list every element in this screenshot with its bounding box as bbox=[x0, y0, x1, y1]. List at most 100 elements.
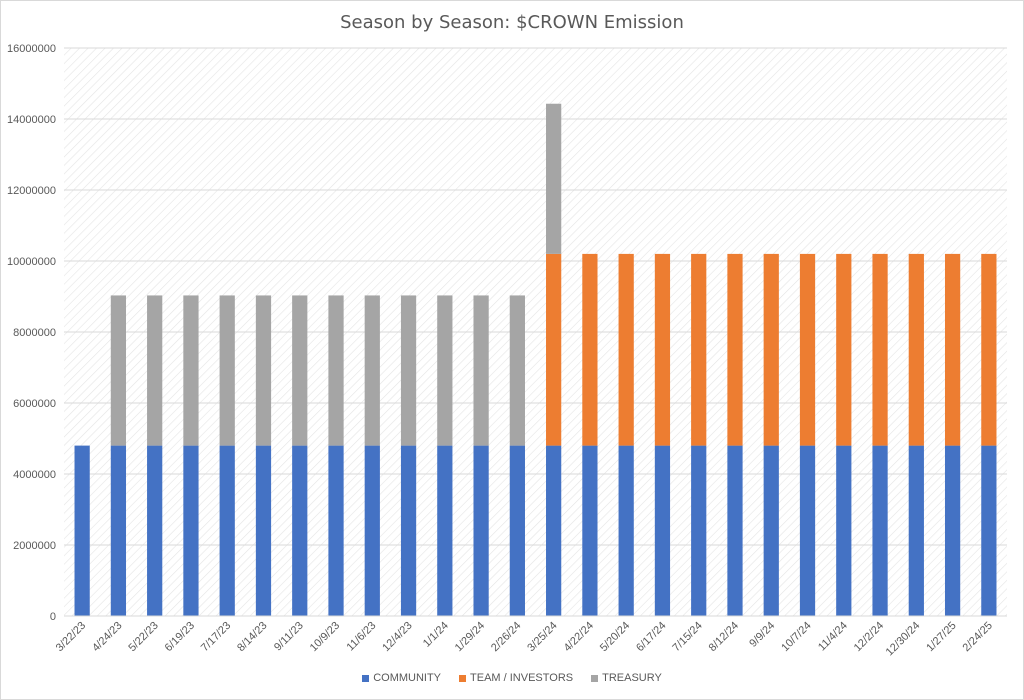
legend-label: COMMUNITY bbox=[373, 672, 442, 684]
bars bbox=[74, 103, 997, 616]
x-tick-label: 7/15/24 bbox=[670, 620, 704, 654]
x-tick-label: 3/25/24 bbox=[525, 620, 559, 654]
x-tick-label: 6/17/24 bbox=[634, 620, 668, 654]
legend-item: TREASURY bbox=[591, 672, 662, 684]
bar-segment-community bbox=[74, 445, 90, 616]
chart-title: Season by Season: $CROWN Emission bbox=[340, 12, 684, 33]
bar-segment-team-investors bbox=[872, 253, 888, 446]
bar-segment-community bbox=[219, 445, 235, 616]
bar-segment-treasury bbox=[546, 103, 562, 254]
x-tick-label: 2/26/24 bbox=[489, 620, 523, 654]
x-tick-label: 4/24/23 bbox=[90, 620, 124, 654]
y-tick-label: 8000000 bbox=[13, 327, 56, 339]
legend-label: TREASURY bbox=[602, 672, 662, 684]
bar-segment-community bbox=[944, 445, 961, 616]
bar-segment-community bbox=[400, 445, 417, 616]
y-tick-label: 0 bbox=[50, 611, 56, 623]
bar-segment-treasury bbox=[364, 295, 380, 446]
x-tick-label: 11/6/23 bbox=[345, 620, 379, 654]
bar-segment-community bbox=[546, 445, 562, 616]
bar-segment-treasury bbox=[183, 295, 199, 446]
bar-segment-team-investors bbox=[799, 253, 816, 446]
y-tick-label: 6000000 bbox=[13, 398, 56, 410]
legend-label: TEAM / INVESTORS bbox=[470, 672, 574, 684]
x-tick-label: 7/17/23 bbox=[199, 620, 233, 654]
bar-segment-community bbox=[582, 445, 598, 616]
bar-segment-community bbox=[110, 445, 127, 616]
bar-segment-community bbox=[836, 445, 852, 616]
bar-segment-community bbox=[618, 445, 634, 616]
x-tick-label: 1/1/24 bbox=[421, 620, 451, 650]
bar-segment-team-investors bbox=[908, 253, 924, 446]
x-tick-label: 9/11/23 bbox=[272, 620, 306, 654]
x-tick-label: 1/29/24 bbox=[453, 620, 487, 654]
x-tick-label: 6/19/23 bbox=[163, 620, 197, 654]
bar-segment-community bbox=[292, 445, 308, 616]
y-tick-label: 12000000 bbox=[7, 185, 56, 197]
x-tick-label: 2/24/25 bbox=[961, 620, 995, 654]
bar-segment-community bbox=[799, 445, 816, 616]
x-tick-label: 4/22/24 bbox=[562, 620, 596, 654]
bar-segment-team-investors bbox=[981, 253, 997, 446]
y-axis: 0 2000000 4000000 6000000 8000000 10000000 120… bbox=[7, 43, 56, 623]
bar-segment-team-investors bbox=[836, 253, 852, 446]
bar-segment-treasury bbox=[110, 295, 127, 446]
legend-swatch bbox=[591, 674, 599, 682]
bar-segment-team-investors bbox=[727, 253, 743, 446]
legend-swatch bbox=[362, 674, 370, 682]
x-tick-label: 8/12/24 bbox=[707, 620, 741, 654]
bar-segment-community bbox=[981, 445, 997, 616]
x-tick-label: 3/22/23 bbox=[54, 620, 88, 654]
legend-item: COMMUNITY bbox=[362, 672, 441, 684]
bar-segment-community bbox=[328, 445, 344, 616]
bar-segment-community bbox=[364, 445, 380, 616]
bar-segment-community bbox=[654, 445, 671, 616]
bar-segment-treasury bbox=[437, 295, 453, 446]
bar-segment-treasury bbox=[400, 295, 417, 446]
bar-segment-treasury bbox=[473, 295, 489, 446]
bar-segment-community bbox=[727, 445, 743, 616]
bar-segment-team-investors bbox=[654, 253, 671, 446]
y-tick-label: 14000000 bbox=[7, 114, 56, 126]
bar-segment-community bbox=[509, 445, 525, 616]
x-tick-label: 9/9/24 bbox=[747, 620, 777, 650]
x-tick-label: 8/14/23 bbox=[235, 620, 269, 654]
bar-segment-community bbox=[872, 445, 888, 616]
bar-segment-community bbox=[255, 445, 272, 616]
bar-segment-community bbox=[691, 445, 707, 616]
legend-swatch bbox=[459, 674, 467, 682]
y-tick-label: 2000000 bbox=[13, 540, 56, 552]
bar-segment-treasury bbox=[219, 295, 235, 446]
legend-item: TEAM / INVESTORS bbox=[459, 672, 573, 684]
bar-segment-treasury bbox=[147, 295, 163, 446]
x-tick-label: 10/7/24 bbox=[779, 620, 813, 654]
bar-segment-community bbox=[437, 445, 453, 616]
x-tick-label: 11/4/24 bbox=[816, 620, 850, 654]
bar-segment-team-investors bbox=[582, 253, 598, 446]
bar-segment-team-investors bbox=[546, 253, 562, 446]
x-tick-label: 12/2/24 bbox=[852, 620, 886, 654]
bar-segment-treasury bbox=[328, 295, 344, 446]
bar-segment-team-investors bbox=[944, 253, 961, 446]
x-tick-label: 5/22/23 bbox=[126, 620, 160, 654]
bar-segment-treasury bbox=[509, 295, 525, 446]
bar-segment-team-investors bbox=[763, 253, 779, 446]
x-tick-label: 1/27/25 bbox=[924, 620, 958, 654]
bar-segment-community bbox=[908, 445, 924, 616]
bar-segment-team-investors bbox=[691, 253, 707, 446]
y-tick-label: 10000000 bbox=[7, 256, 56, 268]
bar-segment-team-investors bbox=[618, 253, 634, 446]
y-tick-label: 4000000 bbox=[13, 469, 56, 481]
bar-segment-community bbox=[183, 445, 199, 616]
bar-segment-community bbox=[147, 445, 163, 616]
x-tick-label: 10/9/23 bbox=[308, 620, 342, 654]
y-tick-label: 16000000 bbox=[7, 43, 56, 55]
bar-segment-treasury bbox=[255, 295, 272, 446]
bar-segment-community bbox=[763, 445, 779, 616]
bar-segment-community bbox=[473, 445, 489, 616]
bar-segment-treasury bbox=[292, 295, 308, 446]
x-axis: 3/22/23 4/24/23 5/22/23 6/19/23 7/17/23 8/14/… bbox=[54, 615, 1007, 659]
x-tick-label: 12/30/24 bbox=[884, 620, 923, 659]
x-tick-label: 12/4/23 bbox=[380, 620, 414, 654]
